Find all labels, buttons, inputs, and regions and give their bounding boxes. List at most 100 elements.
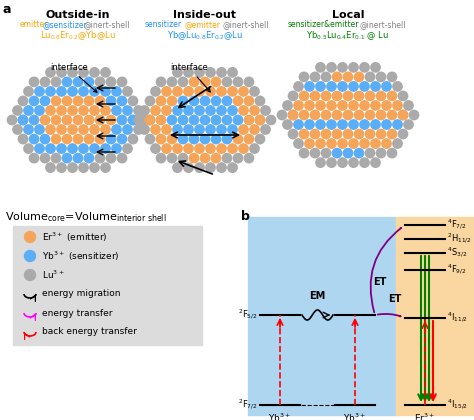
Circle shape: [327, 63, 336, 72]
Circle shape: [13, 125, 22, 134]
Circle shape: [376, 110, 386, 120]
Circle shape: [294, 120, 303, 129]
Circle shape: [106, 153, 116, 163]
Circle shape: [222, 116, 232, 125]
Circle shape: [316, 120, 325, 129]
Circle shape: [128, 116, 137, 125]
Circle shape: [299, 129, 309, 139]
Circle shape: [283, 101, 292, 110]
Circle shape: [343, 72, 353, 81]
Circle shape: [233, 116, 243, 125]
Circle shape: [40, 134, 50, 144]
Circle shape: [371, 120, 380, 129]
Circle shape: [57, 144, 66, 153]
Circle shape: [62, 134, 72, 144]
Circle shape: [134, 116, 144, 125]
Circle shape: [332, 110, 342, 120]
Circle shape: [46, 106, 55, 115]
Circle shape: [393, 82, 402, 91]
Circle shape: [250, 125, 259, 134]
Circle shape: [18, 96, 27, 105]
Circle shape: [84, 96, 94, 105]
Circle shape: [327, 82, 336, 91]
Circle shape: [51, 134, 61, 144]
Circle shape: [343, 110, 353, 120]
Text: EM: EM: [310, 291, 326, 301]
Circle shape: [305, 139, 314, 148]
Circle shape: [151, 144, 160, 153]
Circle shape: [332, 148, 342, 158]
Circle shape: [134, 125, 143, 134]
Circle shape: [40, 153, 50, 163]
Circle shape: [387, 72, 397, 81]
Circle shape: [162, 144, 171, 153]
Circle shape: [371, 63, 380, 72]
Circle shape: [393, 120, 402, 129]
Circle shape: [106, 134, 116, 144]
Circle shape: [184, 125, 193, 134]
Circle shape: [106, 96, 116, 105]
Circle shape: [327, 120, 336, 129]
Circle shape: [112, 106, 121, 115]
Circle shape: [283, 120, 292, 129]
Circle shape: [178, 96, 188, 105]
Circle shape: [343, 91, 353, 101]
Text: Er$^{3+}$: Er$^{3+}$: [414, 412, 436, 420]
Circle shape: [128, 134, 137, 144]
Circle shape: [316, 158, 325, 167]
Circle shape: [206, 163, 215, 172]
Circle shape: [140, 125, 149, 134]
Circle shape: [195, 144, 204, 153]
Text: energy transfer: energy transfer: [42, 309, 112, 318]
Circle shape: [239, 87, 248, 96]
Circle shape: [255, 116, 264, 125]
Circle shape: [189, 153, 199, 163]
Circle shape: [57, 125, 66, 134]
Circle shape: [393, 139, 402, 148]
Circle shape: [299, 148, 309, 158]
Circle shape: [189, 96, 199, 105]
Circle shape: [24, 125, 33, 134]
Circle shape: [387, 110, 397, 120]
Circle shape: [321, 91, 331, 101]
Circle shape: [106, 77, 116, 87]
Circle shape: [228, 106, 237, 115]
Circle shape: [217, 106, 226, 115]
Circle shape: [123, 87, 132, 96]
Circle shape: [201, 134, 210, 144]
Circle shape: [178, 116, 188, 125]
Circle shape: [73, 153, 82, 163]
Circle shape: [151, 106, 160, 115]
Circle shape: [228, 125, 237, 134]
Text: Local: Local: [332, 10, 364, 20]
Circle shape: [305, 82, 314, 91]
Circle shape: [167, 116, 177, 125]
Circle shape: [18, 134, 27, 144]
Circle shape: [90, 106, 99, 115]
Circle shape: [151, 87, 160, 96]
Circle shape: [73, 77, 82, 87]
Circle shape: [360, 158, 369, 167]
Text: $^2$F$_{7/2}$: $^2$F$_{7/2}$: [238, 398, 258, 412]
Circle shape: [51, 96, 61, 105]
Circle shape: [398, 91, 408, 101]
Circle shape: [68, 68, 77, 77]
Circle shape: [288, 91, 298, 101]
Circle shape: [222, 153, 232, 163]
Circle shape: [360, 139, 369, 148]
Circle shape: [299, 91, 309, 101]
Circle shape: [167, 96, 177, 105]
Circle shape: [156, 134, 166, 144]
Circle shape: [201, 77, 210, 87]
Circle shape: [51, 77, 61, 87]
Circle shape: [62, 153, 72, 163]
Circle shape: [173, 144, 182, 153]
Circle shape: [305, 101, 314, 110]
Circle shape: [29, 134, 39, 144]
Text: @inert-shell: @inert-shell: [360, 20, 407, 29]
Text: b: b: [241, 210, 250, 223]
Circle shape: [167, 134, 177, 144]
Circle shape: [95, 116, 105, 125]
Circle shape: [35, 125, 44, 134]
Circle shape: [365, 72, 374, 81]
